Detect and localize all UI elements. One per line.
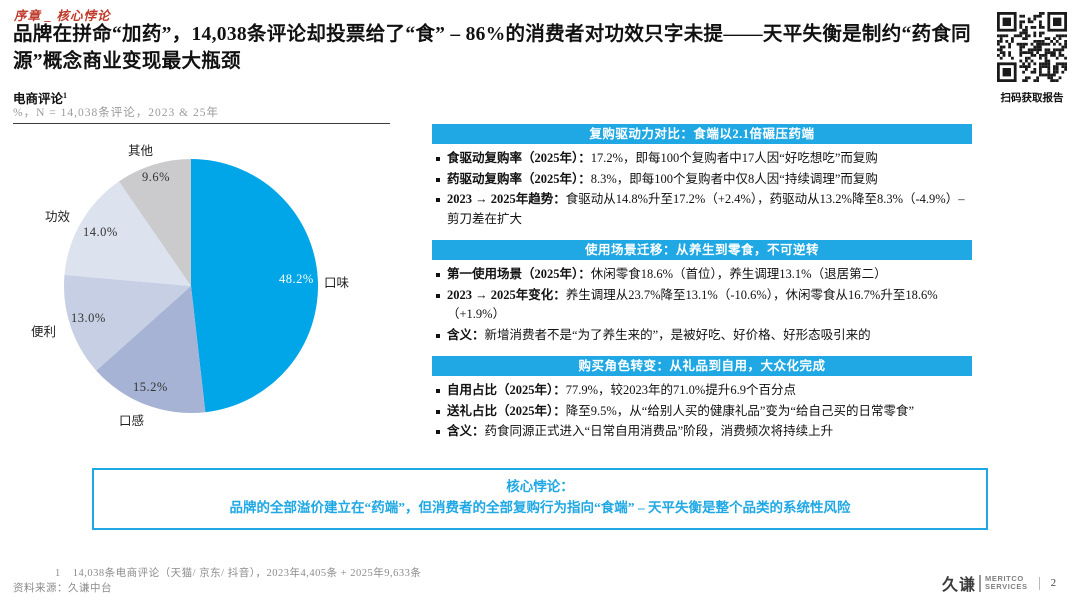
- bullet-label: 含义：: [447, 327, 485, 342]
- page-title: 品牌在拼命“加药”，14,038条评论却投票给了“食” – 86%的消费者对功效…: [13, 24, 971, 72]
- pie-slice-1: [96, 286, 206, 414]
- pie-slice-0: [191, 159, 319, 413]
- bullet-label: 第一使用场景（2025年）：: [447, 267, 591, 281]
- bullet-text: 食驱动从14.8%升至17.2%（+2.4%），药驱动从13.2%降至8.3%（…: [447, 192, 965, 226]
- bullet-label: 药驱动复购率（2025年）：: [447, 171, 591, 186]
- logo-chinese: 久谦: [942, 577, 977, 594]
- bullet-item: 含义：药食同源正式进入“日常自用消费品”阶段，消费频次将持续上升: [434, 422, 972, 442]
- pie-value-other: 9.6%: [142, 170, 171, 184]
- qr-label: 扫码获取报告: [1000, 93, 1064, 104]
- section-header-buyer-role: 购买角色转变：从礼品到自用，大众化完成: [432, 356, 972, 376]
- chart-heading: 电商评论1: [13, 88, 67, 107]
- chart-heading-footnote-ref: 1: [63, 90, 68, 100]
- pie-value-convenience: 13.0%: [71, 311, 106, 325]
- core-paradox-box: 核心悖论： 品牌的全部溢价建立在“药端”，但消费者的全部复购行为指向“食端” –…: [92, 468, 988, 530]
- pie-chart: [63, 159, 319, 414]
- bullet-item: 2023 → 2025年变化：养生调理从23.7%降至13.1%（-10.6%）…: [434, 286, 972, 325]
- bullet-item: 食驱动复购率（2025年）：17.2%，即每100个复购者中17人因“好吃想吃”…: [434, 149, 972, 169]
- pie-label-taste: 口味: [324, 276, 350, 290]
- bullet-text: 养生调理从23.7%降至13.1%（-10.6%），休闲零食从16.7%升至18…: [447, 287, 938, 322]
- pie-slice-2: [63, 274, 192, 371]
- qr-code: [997, 12, 1067, 82]
- pie-value-taste: 48.2%: [279, 272, 314, 286]
- pie-label-other: 其他: [128, 144, 154, 158]
- section-kicker: 序章 _ 核心悖论: [14, 9, 111, 23]
- logo-english: MERITCO SERVICES: [979, 573, 1028, 592]
- insight-panel: 复购驱动力对比：食端以2.1倍碾压药端 食驱动复购率（2025年）：17.2%，…: [432, 124, 972, 453]
- logo-english-line1: MERITCO: [985, 573, 1024, 583]
- qr-code-icon: [997, 12, 1067, 82]
- bullet-text: 药食同源正式进入“日常自用消费品”阶段，消费频次将持续上升: [484, 424, 834, 438]
- core-paradox-text: 品牌的全部溢价建立在“药端”，但消费者的全部复购行为指向“食端” – 天平失衡是…: [229, 500, 851, 515]
- chart-heading-text: 电商评论: [13, 92, 64, 106]
- pie-value-texture: 15.2%: [133, 380, 168, 394]
- bullet-text: 77.9%，较2023年的71.0%提升6.9个百分点: [565, 383, 796, 397]
- pie-chart-area: 其他 9.6% 功效 14.0% 便利 13.0% 15.2% 口感 48.2%…: [8, 130, 432, 460]
- page-number: 2: [1050, 577, 1057, 589]
- pie-label-convenience: 便利: [31, 325, 57, 339]
- section-header-repurchase: 复购驱动力对比：食端以2.1倍碾压药端: [432, 124, 972, 144]
- bullet-list: 自用占比（2025年）：77.9%，较2023年的71.0%提升6.9个百分点 …: [434, 381, 972, 442]
- bullet-list: 食驱动复购率（2025年）：17.2%，即每100个复购者中17人因“好吃想吃”…: [434, 149, 972, 229]
- source-note: 资料来源：久谦中台: [13, 583, 112, 594]
- pie-label-efficacy: 功效: [45, 210, 71, 224]
- bullet-label: 2023 → 2025年趋势：: [447, 192, 566, 206]
- bullet-item: 药驱动复购率（2025年）：8.3%，即每100个复购者中仅8人因“持续调理”而…: [434, 170, 972, 190]
- bullet-label: 送礼占比（2025年）：: [447, 403, 566, 418]
- bullet-item: 送礼占比（2025年）：降至9.5%，从“给别人买的健康礼品”变为“给自己买的日…: [434, 402, 972, 422]
- bullet-item: 2023 → 2025年趋势：食驱动从14.8%升至17.2%（+2.4%），药…: [434, 190, 972, 229]
- section-header-usage: 使用场景迁移：从养生到零食，不可逆转: [432, 240, 972, 260]
- pie-label-texture: 口感: [119, 414, 145, 428]
- bullet-label: 自用占比（2025年）：: [447, 383, 566, 397]
- bullet-label: 食驱动复购率（2025年）：: [447, 151, 591, 165]
- bullet-item: 第一使用场景（2025年）：休闲零食18.6%（首位），养生调理13.1%（退居…: [434, 265, 972, 285]
- bullet-label: 2023 → 2025年变化：: [447, 287, 566, 302]
- bullet-label: 含义：: [447, 424, 485, 438]
- bullet-item: 自用占比（2025年）：77.9%，较2023年的71.0%提升6.9个百分点: [434, 381, 972, 401]
- section-buyer-role: 购买角色转变：从礼品到自用，大众化完成 自用占比（2025年）：77.9%，较2…: [432, 356, 972, 442]
- bullet-list: 第一使用场景（2025年）：休闲零食18.6%（首位），养生调理13.1%（退居…: [434, 265, 972, 345]
- bullet-text: 休闲零食18.6%（首位），养生调理13.1%（退居第二）: [590, 267, 887, 281]
- company-logo: 久谦 MERITCO SERVICES 2: [942, 571, 1056, 595]
- page-divider: [1038, 576, 1040, 590]
- core-paradox-title: 核心悖论：: [506, 479, 574, 494]
- logo-english-line2: SERVICES: [985, 582, 1028, 591]
- section-repurchase-drivers: 复购驱动力对比：食端以2.1倍碾压药端 食驱动复购率（2025年）：17.2%，…: [432, 124, 972, 229]
- footnote-index: 1: [55, 568, 61, 579]
- bullet-text: 17.2%，即每100个复购者中17人因“好吃想吃”而复购: [590, 151, 878, 165]
- pie-slice-4: [118, 159, 191, 286]
- section-usage-scenario: 使用场景迁移：从养生到零食，不可逆转 第一使用场景（2025年）：休闲零食18.…: [432, 240, 972, 345]
- pie-value-efficacy: 14.0%: [83, 225, 118, 239]
- bullet-item: 含义：新增消费者不是“为了养生来的”，是被好吃、好价格、好形态吸引来的: [434, 326, 972, 346]
- footnote-text: 14,038条电商评论（天猫/ 京东/ 抖音），2023年4,405条 + 20…: [72, 568, 422, 579]
- chart-title-underline: [13, 123, 390, 124]
- chart-subtitle: %，N = 14,038条评论，2023 & 25年: [13, 107, 219, 119]
- bullet-text: 8.3%，即每100个复购者中仅8人因“持续调理”而复购: [590, 171, 878, 186]
- pie-slice-3: [64, 181, 191, 286]
- footnote: 1 14,038条电商评论（天猫/ 京东/ 抖音），2023年4,405条 + 2…: [55, 565, 421, 580]
- bullet-text: 新增消费者不是“为了养生来的”，是被好吃、好价格、好形态吸引来的: [484, 327, 871, 342]
- bullet-text: 降至9.5%，从“给别人买的健康礼品”变为“给自己买的日常零食”: [565, 403, 914, 418]
